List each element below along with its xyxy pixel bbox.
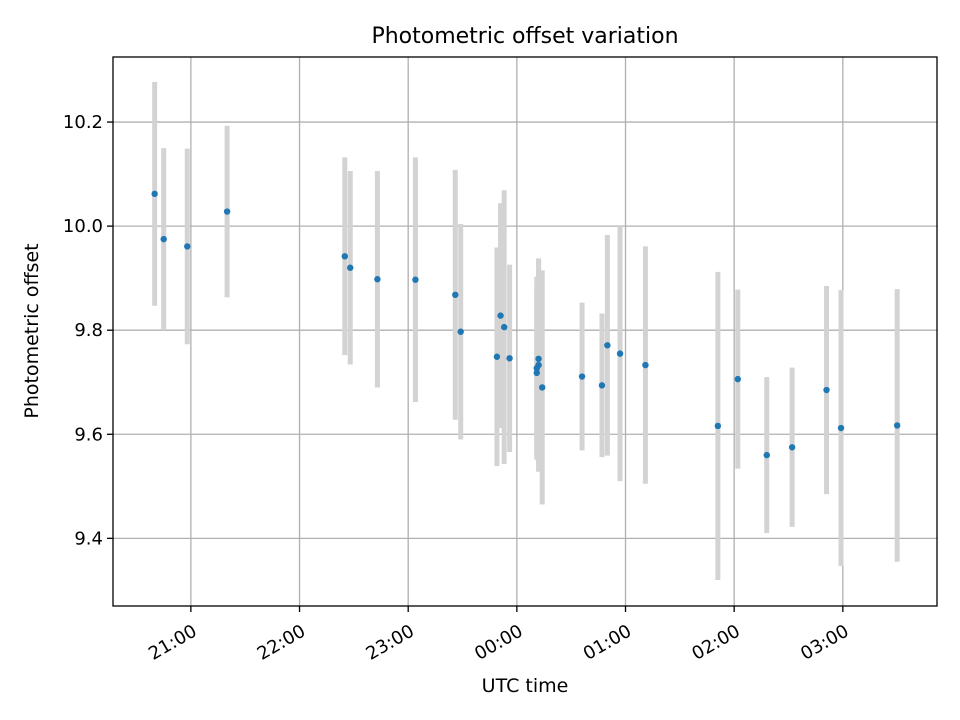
data-point <box>763 451 770 459</box>
data-point <box>374 276 381 283</box>
data-point <box>598 382 606 389</box>
x-tick-label: 02:00 <box>688 621 743 665</box>
data-point <box>535 361 542 369</box>
y-tick-label: 10.0 <box>63 216 103 237</box>
data-point <box>341 253 349 260</box>
data-point <box>714 422 722 430</box>
plot-frame <box>112 56 938 607</box>
data-point <box>788 444 796 451</box>
data-point <box>160 235 167 243</box>
data-point <box>734 375 741 383</box>
data-point <box>604 342 611 349</box>
x-tick-label: 00:00 <box>471 621 526 665</box>
data-point <box>223 208 231 215</box>
data-point <box>151 190 158 198</box>
grid-lines <box>113 57 937 606</box>
x-tick-label: 01:00 <box>580 621 635 665</box>
data-point <box>893 422 901 429</box>
data-point <box>493 353 501 360</box>
error-bars <box>152 81 900 580</box>
data-point <box>457 328 464 335</box>
x-tick-label: 03:00 <box>797 621 852 665</box>
y-axis-label: Photometric offset <box>21 243 43 418</box>
data-point <box>184 243 191 250</box>
data-point <box>500 323 508 331</box>
x-tick-label: 21:00 <box>145 621 200 665</box>
y-tick-label: 9.4 <box>74 528 103 549</box>
y-axis-ticks: 9.4 9.6 9.8 10.0 10.2 <box>63 112 113 549</box>
data-points <box>151 190 901 459</box>
data-point <box>837 424 845 432</box>
y-tick-label: 9.6 <box>74 424 103 445</box>
data-point <box>578 373 586 380</box>
data-point <box>533 369 540 377</box>
x-tick-label: 22:00 <box>254 621 309 665</box>
data-point <box>823 386 830 394</box>
data-point <box>497 312 504 319</box>
data-point <box>506 355 513 362</box>
x-axis-label: UTC time <box>482 675 569 697</box>
y-tick-label: 9.8 <box>74 320 103 341</box>
data-point <box>539 384 546 391</box>
data-point <box>347 264 354 271</box>
data-point <box>642 361 649 369</box>
data-point <box>412 276 419 283</box>
data-point <box>452 291 459 299</box>
x-axis-ticks: 21:00 22:00 23:00 00:00 01:00 02:00 03:00 <box>145 606 853 665</box>
chart-title: Photometric offset variation <box>371 24 678 49</box>
data-point <box>535 355 542 363</box>
y-tick-label: 10.2 <box>63 112 103 133</box>
data-point <box>616 350 624 357</box>
x-tick-label: 23:00 <box>362 621 417 665</box>
